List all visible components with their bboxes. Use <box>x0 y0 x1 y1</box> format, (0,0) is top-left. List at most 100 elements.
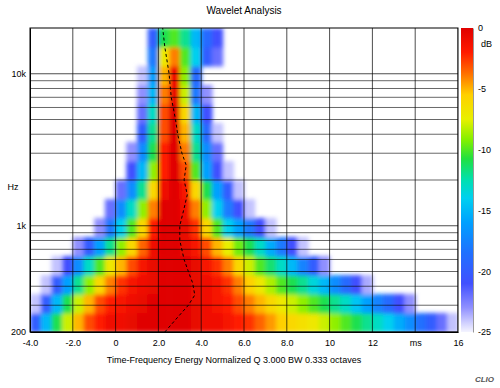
heat-cell <box>298 294 309 314</box>
group-delay-line <box>163 28 195 332</box>
heat-cell <box>212 28 223 48</box>
x-tick: 0 <box>114 332 119 348</box>
heat-cell <box>383 294 394 314</box>
heat-cell <box>287 313 298 332</box>
y-minor-grid-line <box>30 107 458 108</box>
heat-cell <box>148 218 159 238</box>
heat-cell <box>180 66 191 86</box>
heat-cell <box>191 28 202 48</box>
y-minor-grid-line <box>30 240 458 241</box>
heat-cell <box>148 123 159 143</box>
heat-cell <box>180 294 191 314</box>
heat-cell <box>51 256 62 276</box>
x-tick-label: 4.0 <box>195 338 208 348</box>
heat-cell <box>180 313 191 332</box>
heat-cell <box>244 275 255 294</box>
heat-cell <box>148 294 159 314</box>
color-bar-tick-label: 0 <box>478 23 483 33</box>
heat-cell <box>180 218 191 238</box>
heat-cell <box>255 237 266 257</box>
y-minor-grid-line <box>30 305 458 306</box>
y-axis-title: Hz <box>8 182 19 192</box>
heat-cell <box>233 313 244 332</box>
heat-cell <box>62 313 73 332</box>
heat-cell <box>137 123 148 143</box>
heat-cell <box>116 218 127 238</box>
x-tick: 6.0 <box>238 332 251 348</box>
heat-cell <box>287 256 298 276</box>
color-bar-axis: 0-5-10-15-20-25 <box>473 23 491 337</box>
heat-cell <box>116 199 127 219</box>
color-bar-tick: -20 <box>473 267 491 277</box>
heat-cell <box>405 313 416 332</box>
heat-cell <box>298 313 309 332</box>
heat-cell <box>233 294 244 314</box>
heat-cell <box>362 294 373 314</box>
heat-cell <box>73 313 84 332</box>
y-minor-grid-line <box>30 259 458 260</box>
color-bar-tick-label: -15 <box>478 206 491 216</box>
heat-cell <box>212 237 223 257</box>
y-tick: 200 <box>11 327 30 337</box>
heat-cell <box>148 85 159 105</box>
y-minor-grid-line <box>30 119 458 120</box>
heat-cell <box>212 275 223 294</box>
heat-cell <box>212 199 223 219</box>
heat-cell <box>126 256 137 276</box>
heat-cell <box>276 275 287 294</box>
heat-cell <box>298 275 309 294</box>
heat-cell <box>415 313 426 332</box>
color-bar-tick: -15 <box>473 206 491 216</box>
color-bar-tick-label: -10 <box>478 145 491 155</box>
heat-cell <box>137 218 148 238</box>
heat-cell <box>148 161 159 181</box>
heat-cell <box>148 275 159 294</box>
heat-cell <box>158 237 169 257</box>
heat-cell <box>244 256 255 276</box>
heat-cell <box>330 313 341 332</box>
heat-cell <box>319 256 330 276</box>
heat-cell <box>201 47 212 67</box>
y-minor-grid-line <box>30 80 458 81</box>
heat-cell <box>148 142 159 162</box>
heat-cell <box>191 161 202 181</box>
heat-cell <box>158 66 169 86</box>
heat-cell <box>191 237 202 257</box>
heat-cell <box>180 180 191 200</box>
x-tick-label: 10 <box>325 338 335 348</box>
heat-cell <box>30 294 41 314</box>
x-axis-title: Time-Frequency Energy Normalized Q 3.000… <box>107 355 362 365</box>
heat-cell <box>30 313 41 332</box>
heat-cell <box>137 237 148 257</box>
heat-cell <box>255 256 266 276</box>
color-bar <box>461 28 473 332</box>
heat-cell <box>126 161 137 181</box>
x-grid-line <box>30 28 31 332</box>
heat-cell <box>212 142 223 162</box>
heat-cell <box>169 123 180 143</box>
heat-cell <box>191 47 202 67</box>
heat-cell <box>191 256 202 276</box>
heat-cell <box>94 218 105 238</box>
heat-cell <box>340 313 351 332</box>
heat-cell <box>383 313 394 332</box>
heat-cell <box>212 294 223 314</box>
heat-cell <box>180 123 191 143</box>
heat-cell <box>94 275 105 294</box>
heat-cell <box>191 104 202 124</box>
heat-cell <box>180 256 191 276</box>
heat-cell <box>223 161 234 181</box>
heat-cell <box>126 313 137 332</box>
heat-cell <box>265 218 276 238</box>
heat-cell <box>201 237 212 257</box>
heat-cell <box>73 275 84 294</box>
chart-svg: -4.0-2.002.04.06.08.01012ms162001k10k0-5… <box>0 0 500 388</box>
heat-cell <box>137 294 148 314</box>
x-tick: -2.0 <box>66 332 82 348</box>
heat-cell <box>447 313 458 332</box>
heat-cell <box>201 161 212 181</box>
heat-cell <box>255 294 266 314</box>
heat-cell <box>126 237 137 257</box>
chart-title: Wavelet Analysis <box>206 5 281 16</box>
color-bar-tick: -10 <box>473 145 491 155</box>
